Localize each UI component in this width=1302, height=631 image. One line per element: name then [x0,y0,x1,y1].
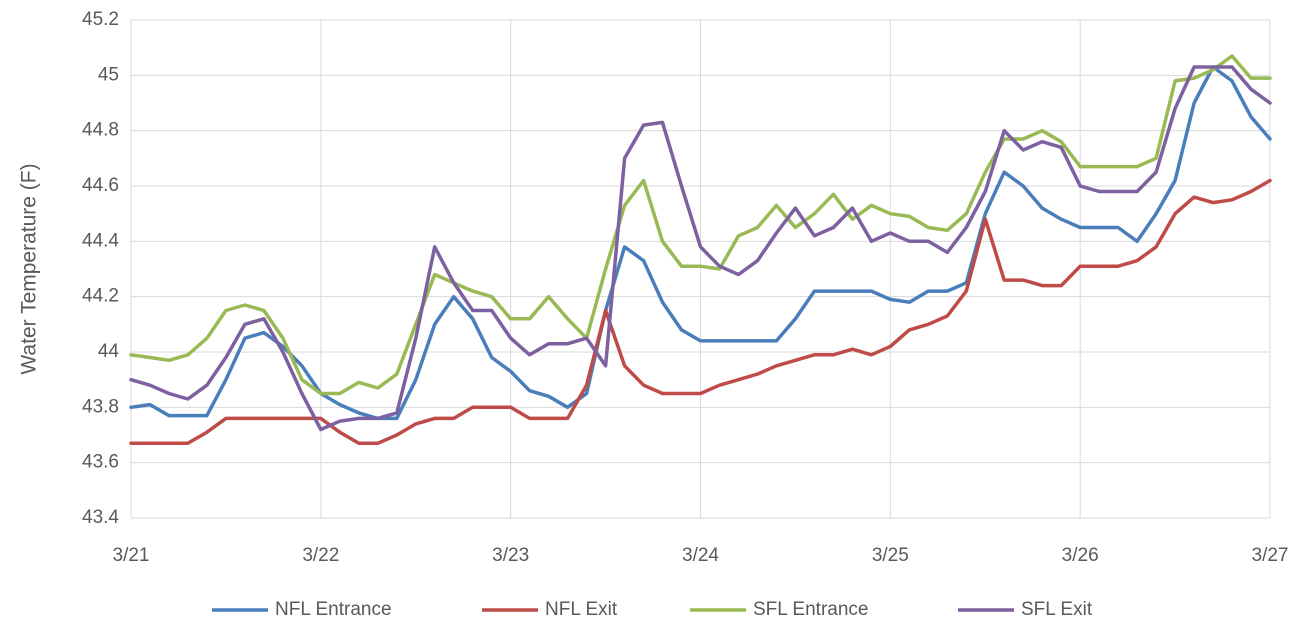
legend-label: SFL Entrance [753,599,868,620]
y-tick-label: 44.2 [82,286,119,307]
x-tick-label: 3/25 [872,545,909,566]
y-tick-label: 45 [98,64,119,85]
y-tick-label: 43.4 [82,507,119,528]
y-tick-label: 44.6 [82,175,119,196]
x-tick-label: 3/24 [682,545,719,566]
y-tick-label: 44.8 [82,120,119,141]
y-axis-label: Water Temperature (F) [18,163,41,374]
x-tick-label: 3/22 [302,545,339,566]
x-tick-label: 3/26 [1062,545,1099,566]
y-tick-label: 43.6 [82,452,119,473]
x-tick-label: 3/23 [492,545,529,566]
series-line [129,54,1272,396]
y-tick-label: 44 [98,341,120,362]
legend-label: NFL Entrance [275,599,392,620]
legend-label: NFL Exit [545,599,618,620]
y-tick-label: 44.4 [82,230,119,251]
series-line [129,178,1272,446]
y-tick-label: 43.8 [82,396,119,417]
y-tick-label: 45.2 [82,9,119,30]
x-tick-label: 3/21 [113,545,150,566]
x-tick-label: 3/27 [1252,545,1289,566]
series-line [129,65,1272,432]
legend-label: SFL Exit [1021,599,1093,620]
